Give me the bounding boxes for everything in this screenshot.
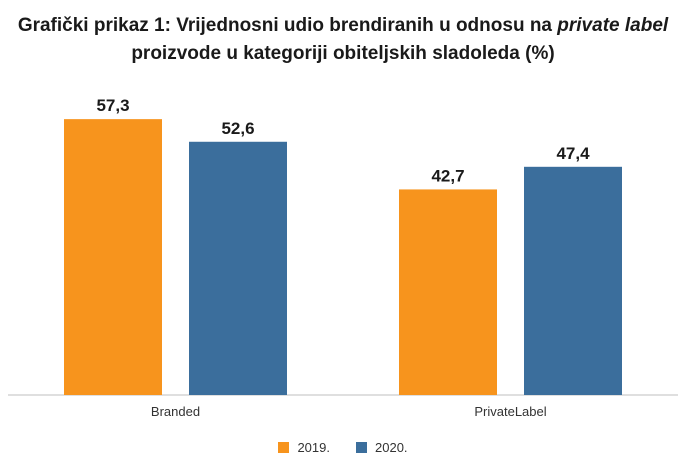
data-label-branded-2019: 57,3 — [96, 96, 129, 115]
bar-branded-2019 — [64, 119, 162, 396]
legend-swatch-2019 — [278, 442, 290, 453]
data-label-privatelabel-2020: 47,4 — [556, 144, 590, 163]
legend-label-2020: 2020. — [375, 440, 408, 455]
chart-title: Grafički prikaz 1: Vrijednosni udio bren… — [0, 12, 686, 68]
chart-title-line-2: proizvode u kategoriji obiteljskih slado… — [131, 43, 555, 64]
chart-title-line-1: Grafički prikaz 1: Vrijednosni udio bren… — [0, 12, 686, 40]
bar-branded-2020 — [189, 141, 287, 395]
legend-label-2019: 2019. — [297, 440, 330, 455]
legend: 2019. 2020. — [0, 440, 686, 455]
legend-item-2020: 2020. — [356, 440, 408, 455]
data-label-branded-2020: 52,6 — [221, 119, 254, 138]
legend-swatch-2020 — [356, 442, 367, 453]
bar-privatelabel-2019 — [399, 189, 497, 395]
bar-privatelabel-2020 — [524, 166, 622, 395]
x-tick-label-branded: Branded — [151, 404, 200, 419]
legend-item-2019: 2019. — [278, 440, 330, 455]
chart-title-italic: private label — [557, 15, 669, 36]
chart-title-text: Grafički prikaz 1: Vrijednosni udio bren… — [17, 15, 558, 36]
x-tick-label-privatelabel: PrivateLabel — [474, 404, 546, 419]
data-label-privatelabel-2019: 42,7 — [431, 166, 464, 185]
